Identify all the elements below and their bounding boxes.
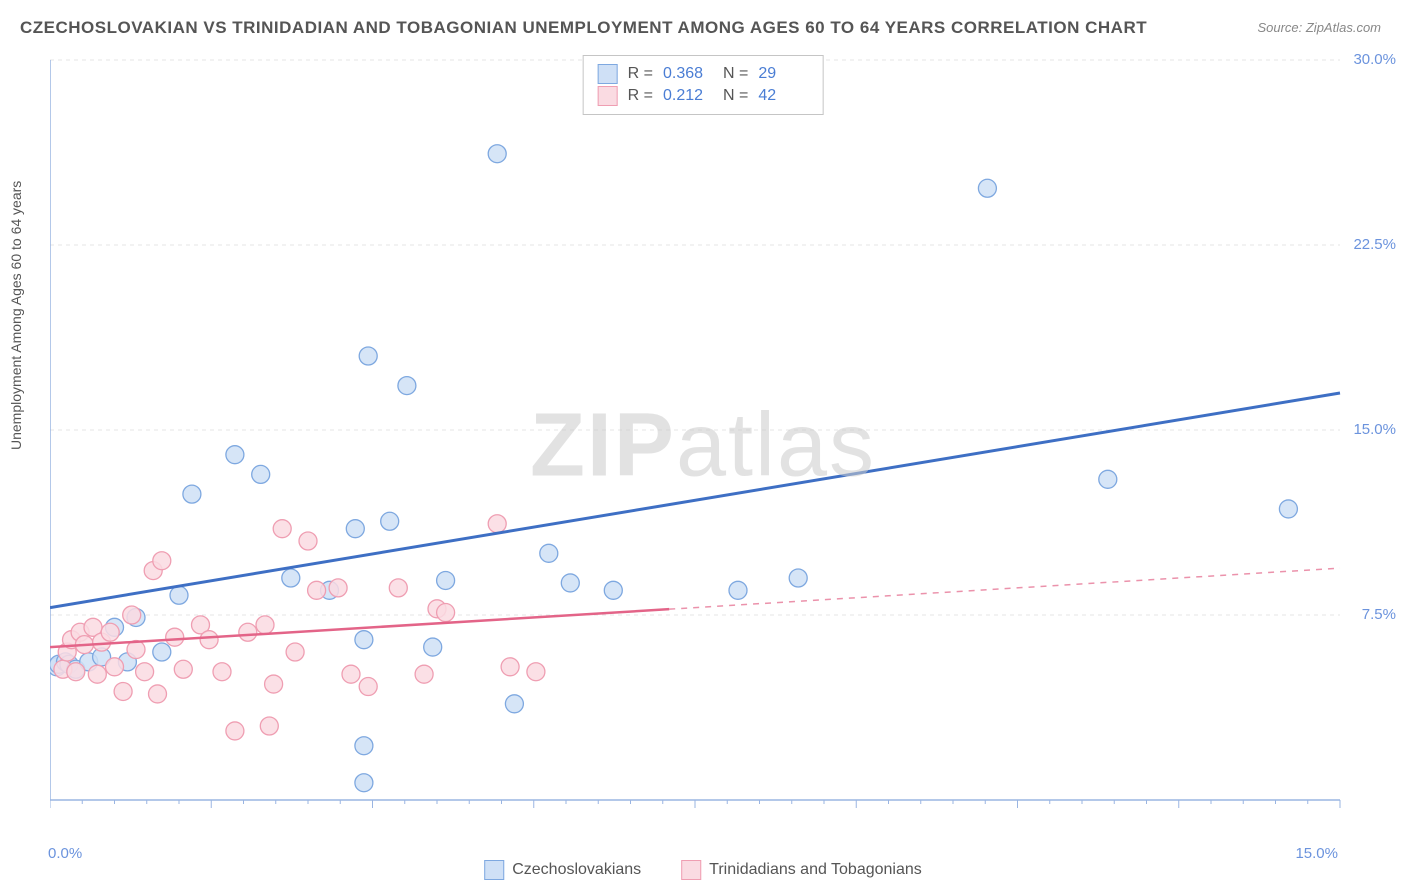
r-value-series-2: 0.212	[663, 87, 713, 105]
legend-item-series-2: Trinidadians and Tobagonians	[681, 860, 922, 880]
y-tick-label: 22.5%	[1353, 236, 1396, 253]
swatch-series-2	[598, 86, 618, 106]
r-label: R =	[628, 87, 653, 105]
y-tick-label: 7.5%	[1362, 606, 1396, 623]
n-value-series-2: 42	[758, 87, 808, 105]
scatter-chart-svg	[50, 50, 1380, 840]
stats-legend-box: R = 0.368 N = 29 R = 0.212 N = 42	[583, 55, 824, 115]
stats-row-series-2: R = 0.212 N = 42	[598, 86, 809, 106]
n-label: N =	[723, 65, 748, 83]
source-attribution: Source: ZipAtlas.com	[1257, 20, 1381, 35]
legend-label-series-2: Trinidadians and Tobagonians	[709, 861, 922, 879]
y-tick-label: 15.0%	[1353, 421, 1396, 438]
n-label: N =	[723, 87, 748, 105]
legend-swatch-series-1	[484, 860, 504, 880]
y-tick-label: 30.0%	[1353, 51, 1396, 68]
series-legend: Czechoslovakians Trinidadians and Tobago…	[484, 860, 922, 880]
swatch-series-1	[598, 64, 618, 84]
x-tick-label: 0.0%	[48, 845, 82, 862]
x-tick-label: 15.0%	[1295, 845, 1338, 862]
legend-swatch-series-2	[681, 860, 701, 880]
r-value-series-1: 0.368	[663, 65, 713, 83]
legend-label-series-1: Czechoslovakians	[512, 861, 641, 879]
chart-title: CZECHOSLOVAKIAN VS TRINIDADIAN AND TOBAG…	[20, 18, 1147, 38]
y-axis-label: Unemployment Among Ages 60 to 64 years	[8, 181, 24, 450]
chart-container: CZECHOSLOVAKIAN VS TRINIDADIAN AND TOBAG…	[0, 0, 1406, 892]
legend-item-series-1: Czechoslovakians	[484, 860, 641, 880]
stats-row-series-1: R = 0.368 N = 29	[598, 64, 809, 84]
n-value-series-1: 29	[758, 65, 808, 83]
r-label: R =	[628, 65, 653, 83]
